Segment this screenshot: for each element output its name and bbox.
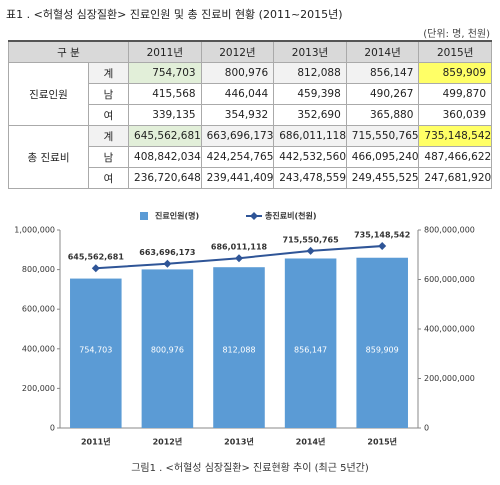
data-table: 구 분 2011년 2012년 2013년 2014년 2015년 진료인원 계… bbox=[7, 40, 492, 189]
chart-caption: 그림1 . <허혈성 심장질환> 진료현황 추이 (최근 5년간) bbox=[131, 461, 369, 474]
x-tick-label: 2013년 bbox=[224, 437, 254, 447]
bar-value-label: 859,909 bbox=[366, 346, 399, 355]
line-marker bbox=[91, 264, 100, 273]
header-cell: 2014년 bbox=[345, 40, 420, 63]
row-label: 계 bbox=[87, 62, 130, 84]
bar bbox=[356, 257, 408, 428]
cell: 459,398 bbox=[273, 83, 347, 105]
x-tick-label: 2011년 bbox=[81, 437, 111, 447]
y-tick-label: 1,000,000 bbox=[14, 226, 55, 235]
row-label: 계 bbox=[87, 125, 130, 147]
legend-marker bbox=[250, 212, 258, 220]
line-value-label: 715,550,765 bbox=[283, 235, 340, 244]
line-marker bbox=[306, 246, 315, 255]
header-cell: 2013년 bbox=[273, 40, 347, 63]
bar-value-label: 812,088 bbox=[222, 346, 255, 355]
bar bbox=[70, 278, 122, 428]
row-label: 남 bbox=[87, 146, 130, 168]
line-marker bbox=[378, 242, 387, 251]
x-tick-label: 2015년 bbox=[367, 437, 397, 447]
legend-label: 진료인원(명) bbox=[155, 211, 199, 221]
y2-tick-label: 600,000,000 bbox=[424, 275, 475, 284]
row-label: 여 bbox=[87, 167, 130, 189]
cell: 239,441,409 bbox=[200, 167, 275, 189]
y-tick-label: 400,000 bbox=[22, 344, 55, 353]
cell: 686,011,118 bbox=[273, 125, 347, 147]
cell: 856,147 bbox=[345, 62, 420, 84]
cell: 499,870 bbox=[418, 83, 492, 105]
bar-value-label: 856,147 bbox=[294, 346, 327, 355]
cell: 735,148,542 bbox=[418, 125, 492, 147]
header-cell: 2015년 bbox=[418, 40, 492, 63]
y2-tick-label: 200,000,000 bbox=[424, 374, 475, 383]
cell: 754,703 bbox=[128, 62, 202, 84]
cell: 487,466,622 bbox=[418, 146, 492, 168]
legend-label: 총진료비(천원) bbox=[265, 211, 316, 221]
row-label: 남 bbox=[87, 83, 130, 105]
line-marker bbox=[235, 254, 243, 263]
cell: 354,932 bbox=[200, 104, 275, 126]
cell: 360,039 bbox=[418, 104, 492, 126]
cell: 859,909 bbox=[418, 62, 492, 84]
bar bbox=[213, 267, 265, 428]
cell: 442,532,560 bbox=[273, 146, 347, 168]
cell: 365,880 bbox=[345, 104, 420, 126]
y-tick-label: 800,000 bbox=[22, 265, 55, 274]
line-marker bbox=[163, 259, 172, 268]
header-cell: 2011년 bbox=[128, 40, 202, 63]
y-tick-label: 200,000 bbox=[22, 384, 55, 393]
cell: 466,095,240 bbox=[345, 146, 420, 168]
group-label: 총 진료비 bbox=[8, 125, 89, 189]
cell: 645,562,681 bbox=[128, 125, 202, 147]
cell: 490,267 bbox=[345, 83, 420, 105]
y2-tick-label: 400,000,000 bbox=[424, 325, 475, 334]
chart: 그림1 . <허혈성 심장질환> 진료현황 추이 (최근 5년간) 0 200,0… bbox=[14, 211, 475, 475]
cell: 243,478,559 bbox=[273, 167, 347, 189]
cell: 415,568 bbox=[128, 83, 202, 105]
y-tick-label: 0 bbox=[50, 424, 55, 433]
cell: 352,690 bbox=[273, 104, 347, 126]
y-tick-label: 600,000 bbox=[22, 305, 55, 314]
line-value-label: 645,562,681 bbox=[68, 253, 125, 262]
cell: 446,044 bbox=[200, 83, 275, 105]
cell: 408,842,034 bbox=[128, 146, 202, 168]
bar bbox=[284, 258, 337, 428]
cell: 236,720,648 bbox=[128, 167, 202, 189]
row-label: 여 bbox=[87, 104, 130, 126]
cell: 339,135 bbox=[128, 104, 202, 126]
x-tick-label: 2012년 bbox=[153, 437, 183, 447]
cell: 249,455,525 bbox=[345, 167, 420, 189]
cell: 812,088 bbox=[273, 62, 347, 84]
line-value-label: 686,011,118 bbox=[211, 243, 268, 252]
line-value-label: 735,148,542 bbox=[354, 231, 410, 240]
bar-value-label: 754,703 bbox=[79, 346, 112, 355]
bar-value-label: 800,976 bbox=[151, 346, 184, 355]
header-cell: 구 분 bbox=[7, 40, 130, 63]
y2-tick-label: 0 bbox=[424, 424, 429, 433]
line-value-label: 663,696,173 bbox=[139, 248, 195, 257]
header-cell: 2012년 bbox=[200, 40, 275, 63]
x-tick-label: 2014년 bbox=[296, 437, 326, 447]
y2-tick-label: 800,000,000 bbox=[424, 226, 475, 235]
cell: 247,681,920 bbox=[418, 167, 492, 189]
legend-swatch bbox=[140, 212, 148, 220]
unit-note: (단위: 명, 천원) bbox=[423, 29, 490, 40]
group-label: 진료인원 bbox=[8, 62, 89, 126]
title: 표1 . <허혈성 심장질환> 진료인원 및 총 진료비 현황 (2011~20… bbox=[6, 8, 343, 21]
cell: 424,254,765 bbox=[200, 146, 275, 168]
bar bbox=[141, 269, 194, 428]
cell: 663,696,173 bbox=[200, 125, 275, 147]
cell: 800,976 bbox=[200, 62, 275, 84]
cell: 715,550,765 bbox=[345, 125, 420, 147]
